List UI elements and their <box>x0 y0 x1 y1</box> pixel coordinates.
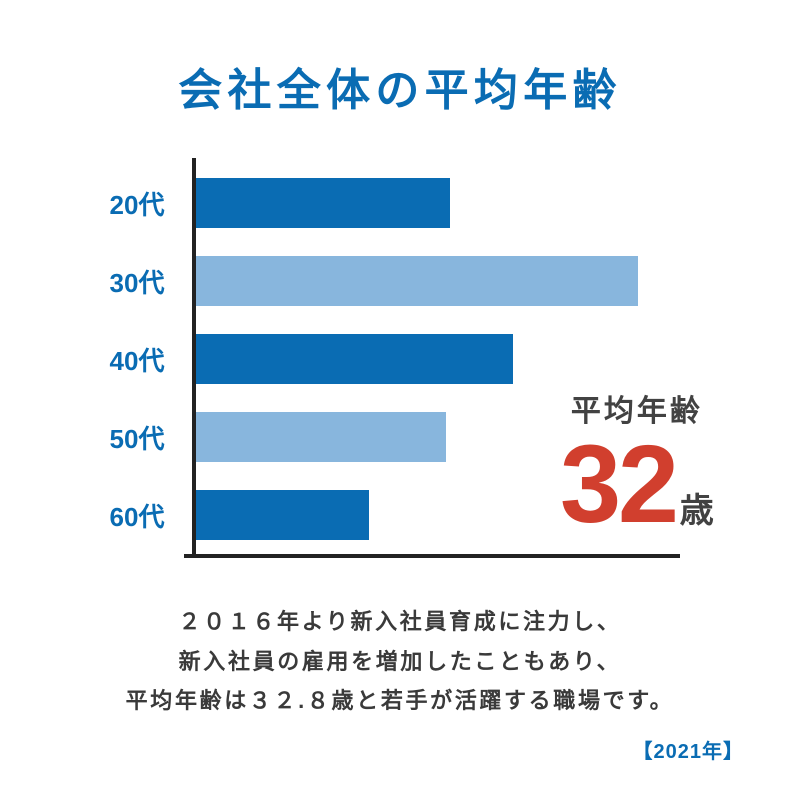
bar <box>196 256 638 306</box>
description-line: 平均年齢は３２.８歳と若手が活躍する職場です。 <box>0 681 800 721</box>
description-line: ２０１６年より新入社員育成に注力し、 <box>0 602 800 642</box>
age-distribution-chart: 20代 30代 40代 50代 60代 平均年齢 32 歳 <box>100 158 740 558</box>
bar <box>196 490 369 540</box>
bar-row: 30代 <box>100 242 740 320</box>
bar-row: 20代 <box>100 164 740 242</box>
bar <box>196 412 446 462</box>
year-note: 【2021年】 <box>0 735 800 764</box>
description-line: 新入社員の雇用を増加したこともあり、 <box>0 642 800 682</box>
bar <box>196 334 513 384</box>
bar-label: 20代 <box>100 185 192 222</box>
callout-number: 32 <box>560 430 676 540</box>
callout-value: 32 歳 <box>560 430 714 540</box>
bar-label: 40代 <box>100 341 192 378</box>
bar-label: 30代 <box>100 263 192 300</box>
callout-unit: 歳 <box>680 483 714 532</box>
bar-label: 60代 <box>100 497 192 534</box>
average-age-callout: 平均年齢 32 歳 <box>560 386 714 540</box>
bar-label: 50代 <box>100 419 192 456</box>
x-axis <box>184 554 680 558</box>
bar <box>196 178 450 228</box>
page-title: 会社全体の平均年齢 <box>0 0 800 118</box>
description-text: ２０１６年より新入社員育成に注力し、新入社員の雇用を増加したこともあり、平均年齢… <box>0 602 800 721</box>
